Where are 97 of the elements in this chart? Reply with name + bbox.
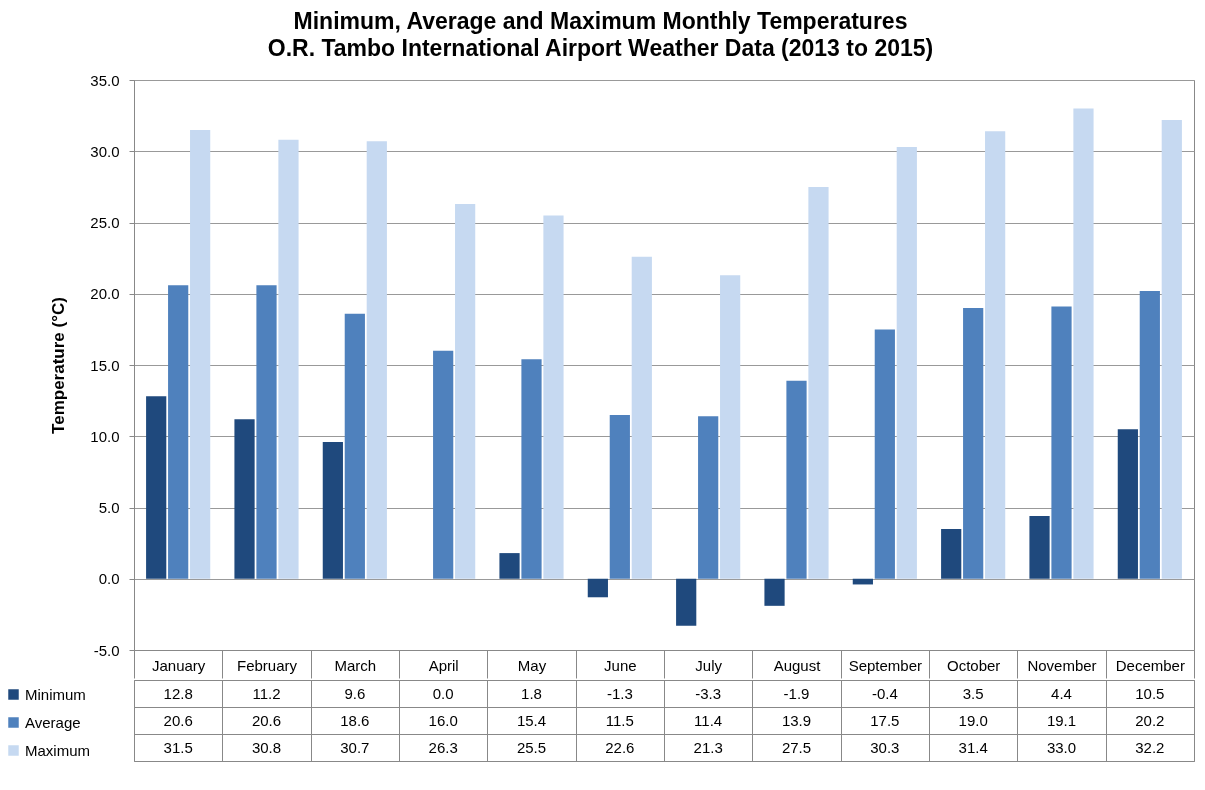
data-label: 33.0	[1046, 738, 1077, 756]
data-label: -1.3	[606, 684, 633, 702]
x-tick-label: June	[604, 656, 637, 674]
bar	[1161, 119, 1182, 579]
data-label: 20.6	[163, 711, 193, 729]
bar	[941, 528, 962, 579]
bar	[168, 285, 189, 579]
legend-label: Maximum	[25, 741, 91, 759]
y-axis-title: Temperature (°C)	[49, 297, 69, 434]
data-label: 13.9	[781, 711, 812, 729]
bar	[278, 139, 299, 579]
bar	[256, 285, 277, 579]
x-tick-label: October	[946, 656, 1001, 674]
bar	[587, 578, 608, 598]
y-tick-label: 5.0	[98, 499, 120, 516]
bar	[455, 203, 476, 579]
bar	[631, 256, 652, 579]
y-tick-label: 10.0	[90, 427, 120, 445]
data-label: 11.2	[252, 684, 281, 702]
legend-label: Minimum	[25, 685, 86, 703]
bar	[1139, 290, 1160, 579]
bar	[543, 215, 564, 579]
y-tick-label: 35.0	[90, 71, 120, 89]
data-label: 20.6	[251, 711, 282, 729]
data-label: -1.9	[783, 684, 810, 702]
bar	[433, 350, 454, 579]
chart-subtitle: O.R. Tambo International Airport Weather Data (2013 to 2015)	[267, 34, 934, 61]
y-tick-label: 20.0	[90, 285, 120, 303]
x-tick-label: August	[773, 656, 822, 674]
y-tick-label: 15.0	[90, 356, 120, 374]
data-label: 32.2	[1135, 738, 1165, 756]
data-label: 20.2	[1135, 711, 1165, 729]
x-tick-label: May	[517, 656, 547, 674]
bar	[190, 129, 211, 579]
bar	[499, 553, 520, 579]
bar	[985, 131, 1006, 579]
data-label: 16.0	[428, 711, 458, 729]
data-label: 12.8	[163, 684, 193, 702]
data-label: 9.6	[344, 684, 366, 702]
bar	[698, 416, 719, 579]
bar	[521, 359, 542, 579]
x-tick-label: February	[236, 656, 298, 674]
data-label: 30.8	[251, 738, 282, 756]
y-tick-label: -5.0	[93, 641, 120, 659]
data-label: 31.5	[163, 738, 193, 756]
chart-title: Minimum, Average and Maximum Monthly Temperatures	[293, 7, 908, 34]
data-label: 21.3	[693, 738, 723, 756]
bar	[720, 275, 741, 579]
bar	[322, 441, 343, 579]
legend-label: Average	[25, 713, 81, 731]
bar	[366, 141, 387, 579]
data-label: 19.1	[1046, 711, 1077, 729]
bar	[1029, 516, 1050, 579]
bar	[764, 578, 785, 606]
bar	[786, 380, 807, 579]
data-label: 11.5	[605, 711, 634, 729]
data-label: 15.4	[516, 711, 547, 729]
data-label: 19.0	[958, 711, 988, 729]
data-label: 31.4	[958, 738, 988, 756]
data-label: 17.5	[870, 711, 900, 729]
x-tick-label: April	[428, 656, 459, 674]
data-label: 22.6	[605, 738, 635, 756]
data-label: 30.3	[870, 738, 900, 756]
data-label: 26.3	[428, 738, 458, 756]
y-tick-label: 30.0	[90, 142, 120, 160]
data-label: 0.0	[432, 684, 454, 702]
data-label: 3.5	[962, 684, 984, 702]
bar	[344, 313, 365, 579]
data-label: 27.5	[781, 738, 812, 756]
data-label: 25.5	[516, 738, 547, 756]
bar	[963, 308, 984, 579]
x-tick-label: July	[695, 656, 723, 674]
x-tick-label: December	[1115, 656, 1185, 674]
y-tick-label: 0.0	[98, 570, 120, 588]
data-label: 11.4	[694, 711, 723, 729]
bar	[609, 414, 630, 579]
data-label: 4.4	[1051, 684, 1072, 702]
bar	[1117, 429, 1138, 579]
x-tick-label: November	[1027, 656, 1097, 674]
data-label: 18.6	[340, 711, 370, 729]
bar	[896, 146, 917, 579]
bar	[808, 186, 829, 579]
bar	[1073, 108, 1094, 579]
bar	[234, 419, 255, 579]
bar	[1051, 306, 1072, 579]
data-label: 30.7	[340, 738, 370, 756]
x-tick-label: September	[848, 656, 923, 674]
bar	[874, 329, 895, 579]
data-label: -3.3	[695, 684, 722, 702]
data-label: 1.8	[521, 684, 542, 702]
x-tick-label: January	[151, 656, 206, 674]
data-label: -0.4	[871, 684, 898, 702]
y-tick-label: 25.0	[90, 214, 120, 231]
x-tick-label: March	[334, 656, 377, 674]
bar	[676, 578, 697, 626]
data-label: 10.5	[1135, 684, 1165, 702]
bar	[146, 396, 167, 579]
